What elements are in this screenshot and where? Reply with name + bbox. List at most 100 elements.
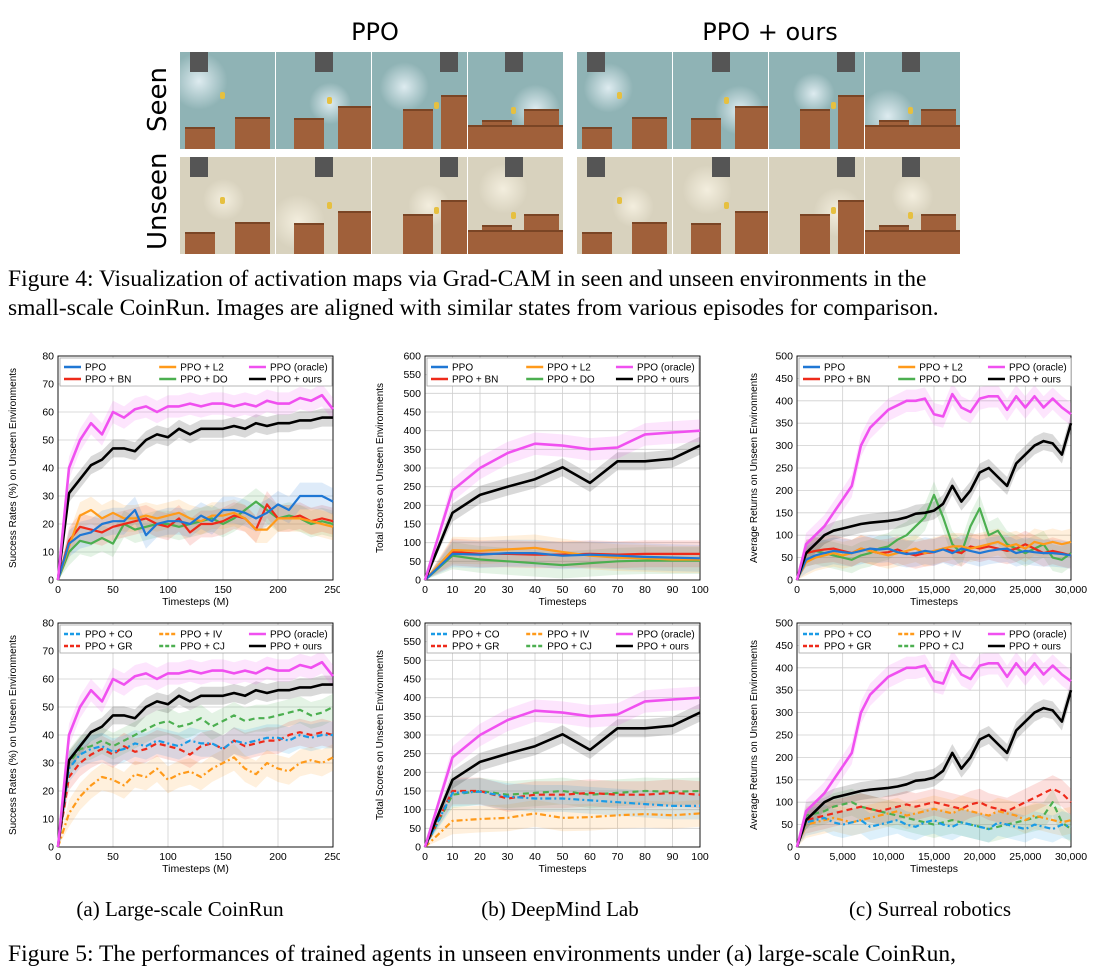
y-tick-label: 10 (42, 547, 54, 559)
x-axis-label: Timesteps (910, 863, 958, 875)
y-tick-label: 30 (42, 491, 54, 503)
x-tick-label: 15,000 (918, 584, 950, 596)
legend-label-ppo-co: PPO + CO (824, 630, 872, 641)
legend-label-ppo-l2: PPO + L2 (919, 363, 963, 374)
line-ppo-cj (424, 789, 701, 848)
activation-map-frame (865, 157, 960, 254)
band-ppo-gr (58, 718, 333, 847)
legend-label-ppo-cj: PPO + CJ (180, 642, 225, 653)
line-ppo-do (795, 493, 1072, 581)
line-ppo-oracle (795, 392, 1072, 581)
x-tick-label: 5,000 (830, 851, 856, 863)
x-tick-label: 0 (55, 851, 61, 863)
x-tick-label: 50 (557, 584, 569, 596)
activation-map-frame (769, 157, 864, 254)
y-tick-label: 400 (775, 395, 793, 407)
x-tick-label: 200 (269, 851, 287, 863)
y-tick-label: 550 (403, 369, 421, 381)
y-tick-label: 50 (409, 556, 421, 568)
band-ppo-cj (797, 788, 1071, 847)
legend-label-ppo-bn: PPO + BN (824, 375, 870, 386)
legend-box (426, 357, 700, 387)
x-tick-label: 10,000 (872, 851, 904, 863)
activation-map-frame (769, 52, 864, 149)
y-tick-label: 0 (415, 842, 421, 854)
x-tick-label: 150 (214, 851, 232, 863)
line-ppo-ours (423, 444, 701, 581)
x-tick-label: 20,000 (964, 584, 996, 596)
activation-map-frame (468, 52, 563, 149)
line-ppo-do (56, 500, 334, 581)
x-tick-label: 30 (502, 584, 514, 596)
chart-c-top: 0 50 100 150 200 250 300 350 400 450 500 0 5,000 10,0… (749, 351, 1087, 609)
x-tick-label: 30,000 (1055, 851, 1087, 863)
y-tick-label: 100 (403, 537, 421, 549)
y-tick-label: 200 (403, 500, 421, 512)
y-tick-label: 400 (403, 425, 421, 437)
y-tick-label: 450 (403, 674, 421, 686)
activation-map-frame (865, 52, 960, 149)
y-axis-label: Success Rates (%) on Unseen Environments (8, 368, 19, 568)
y-tick-label: 60 (42, 407, 54, 419)
y-tick-label: 600 (403, 351, 421, 363)
x-tick-label: 250 (324, 584, 340, 596)
y-tick-label: 40 (42, 463, 54, 475)
x-tick-label: 0 (422, 584, 428, 596)
line-ppo-ours (423, 711, 701, 848)
x-tick-label: 25,000 (1009, 851, 1041, 863)
y-tick-label: 450 (775, 373, 793, 385)
x-tick-label: 50 (557, 851, 569, 863)
activation-map-frame (577, 52, 672, 149)
line-ppo-l2 (424, 546, 700, 581)
x-tick-label: 40 (529, 851, 541, 863)
legend-label-ppo-l2: PPO + L2 (547, 363, 591, 374)
band-ppo-ours (425, 703, 700, 847)
y-tick-label: 350 (403, 444, 421, 456)
legend-box (798, 357, 1072, 387)
y-tick-label: 600 (403, 618, 421, 630)
y-tick-label: 300 (403, 463, 421, 475)
band-ppo-do (425, 542, 700, 580)
band-ppo-co (58, 721, 333, 847)
line-ppo-oracle (56, 393, 335, 581)
plot-frame (424, 355, 701, 581)
y-tick-label: 550 (403, 636, 421, 648)
chart-b-bottom: 0 50 100 150 200 250 300 350 400 450 500 550 600 0 10 2… (375, 618, 709, 876)
x-tick-label: 90 (667, 851, 679, 863)
x-tick-label: 100 (159, 584, 177, 596)
chart-a-top: 0 10 20 30 40 50 60 70 80 0 50 100 150 200 250 Timestep… (8, 351, 340, 609)
legend-label-ppo-l2: PPO + L2 (180, 363, 224, 374)
x-tick-label: 60 (584, 584, 596, 596)
line-ppo-oracle (56, 660, 335, 848)
legend-label-ppo-iv: PPO + IV (919, 630, 961, 641)
legend-label-ppo-cj: PPO + CJ (919, 642, 964, 653)
plot-frame (796, 355, 1072, 581)
y-tick-label: 350 (775, 418, 793, 430)
y-tick-label: 300 (403, 730, 421, 742)
col-title-ppo-ours: PPO + ours (702, 18, 838, 46)
col-title-ppo: PPO (351, 18, 399, 46)
legend-label-ppo: PPO (85, 363, 106, 374)
y-tick-label: 100 (775, 530, 793, 542)
legend-label-ppo-oracle: PPO (oracle) (270, 630, 328, 641)
line-ppo-oracle (423, 696, 701, 848)
x-tick-label: 5,000 (830, 584, 856, 596)
line-ppo-ours (795, 689, 1073, 848)
y-tick-label: 500 (775, 618, 793, 630)
y-tick-label: 450 (775, 640, 793, 652)
chart-a-bottom: 0 10 20 30 40 50 60 70 80 0 50 100 150 200 250 Timestep… (8, 618, 340, 876)
y-tick-label: 400 (775, 662, 793, 674)
band-ppo-oracle (797, 382, 1071, 580)
legend-label-ppo-co: PPO + CO (85, 630, 133, 641)
legend-label-ppo-oracle: PPO (oracle) (270, 363, 328, 374)
x-tick-label: 30,000 (1055, 584, 1087, 596)
activation-map-frame (372, 157, 467, 254)
row-label-unseen: Unseen (143, 152, 173, 250)
legend-label-ppo-gr: PPO + GR (85, 642, 133, 653)
y-axis-label: Total Scores on Unseen Environments (375, 650, 386, 820)
x-axis-label: Timesteps (M) (162, 596, 229, 608)
legend-label-ppo-iv: PPO + IV (180, 630, 222, 641)
figure-4-caption-line2: small-scale CoinRun. Images are aligned … (8, 295, 939, 321)
row-label-seen: Seen (143, 67, 173, 132)
x-tick-label: 50 (107, 851, 119, 863)
